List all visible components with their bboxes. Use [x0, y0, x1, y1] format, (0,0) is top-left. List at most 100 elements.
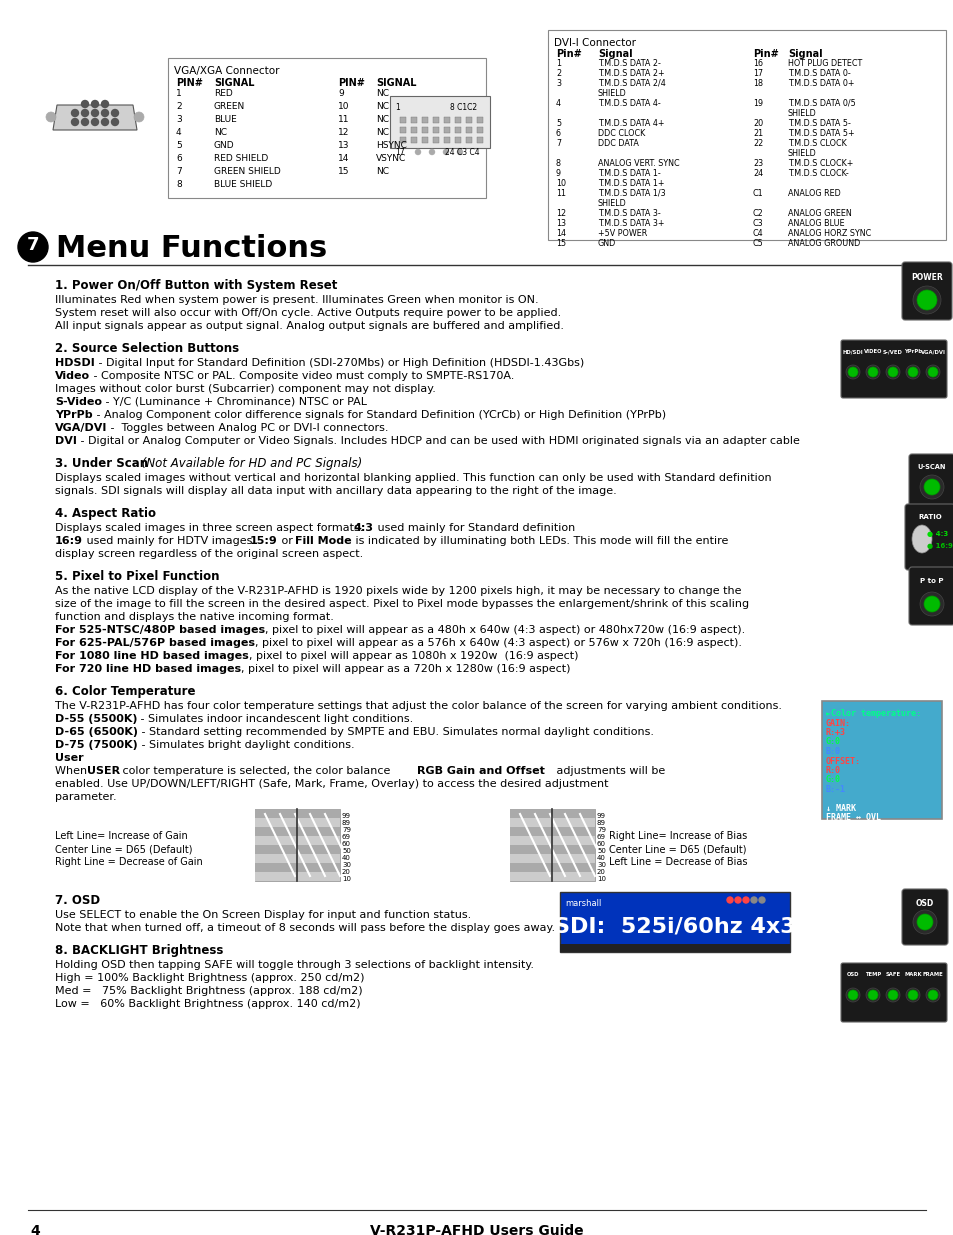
Text: 5. Pixel to Pixel Function: 5. Pixel to Pixel Function: [55, 571, 219, 583]
Bar: [254, 827, 339, 836]
Text: 15:9: 15:9: [250, 536, 277, 546]
Text: T.M.D.S CLOCK: T.M.D.S CLOCK: [787, 140, 846, 148]
Bar: [254, 809, 339, 818]
Bar: [476, 137, 482, 143]
Circle shape: [912, 910, 936, 934]
Circle shape: [847, 367, 857, 377]
FancyBboxPatch shape: [908, 567, 953, 625]
Text: FRAME: FRAME: [922, 972, 943, 977]
Text: 20: 20: [597, 869, 605, 876]
Text: 4. Aspect Ratio: 4. Aspect Ratio: [55, 508, 156, 520]
Bar: [476, 127, 482, 133]
Text: 10: 10: [341, 876, 351, 882]
Text: OSD: OSD: [915, 899, 933, 908]
Text: HOT PLUG DETECT: HOT PLUG DETECT: [787, 59, 862, 68]
Text: B:0: B:0: [825, 747, 841, 756]
Text: 89: 89: [597, 820, 605, 826]
Circle shape: [101, 119, 109, 126]
Text: , pixel to pixel will appear as a 576h x 640w (4:3 aspect) or 576w x 720h (16:9 : , pixel to pixel will appear as a 576h x…: [254, 638, 741, 648]
Bar: [390, 96, 490, 148]
Bar: [510, 827, 595, 836]
Circle shape: [867, 367, 877, 377]
Text: 10: 10: [556, 179, 565, 188]
Text: BLUE: BLUE: [213, 115, 236, 124]
Bar: [254, 818, 339, 827]
Bar: [254, 872, 339, 881]
Text: signals. SDI signals will display all data input with ancillary data appearing t: signals. SDI signals will display all da…: [55, 487, 616, 496]
Text: VGA/DVI: VGA/DVI: [920, 350, 944, 354]
Text: NC: NC: [375, 115, 389, 124]
Text: S-Video: S-Video: [55, 396, 102, 408]
Text: ►Color temperature:: ►Color temperature:: [825, 709, 920, 718]
Text: HSYNC: HSYNC: [375, 141, 406, 149]
Text: 60: 60: [597, 841, 605, 847]
Text: 24 C3 C4: 24 C3 C4: [444, 148, 479, 157]
Text: (Not Available for HD and PC Signals): (Not Available for HD and PC Signals): [138, 457, 362, 471]
Text: T.M.D.S DATA 0-: T.M.D.S DATA 0-: [787, 69, 850, 78]
Text: T.M.D.S DATA 0+: T.M.D.S DATA 0+: [787, 79, 854, 88]
Text: DDC CLOCK: DDC CLOCK: [598, 128, 644, 138]
Text: - Composite NTSC or PAL. Composite video must comply to SMPTE-RS170A.: - Composite NTSC or PAL. Composite video…: [90, 370, 514, 382]
Circle shape: [919, 592, 943, 616]
Text: 60: 60: [341, 841, 351, 847]
Bar: [399, 137, 406, 143]
Bar: [399, 117, 406, 124]
Bar: [510, 853, 595, 863]
Text: ANALOG GREEN: ANALOG GREEN: [787, 209, 851, 219]
Text: T.M.D.S DATA 4+: T.M.D.S DATA 4+: [598, 119, 664, 128]
Text: NC: NC: [213, 128, 227, 137]
Circle shape: [91, 119, 98, 126]
Text: YPrPb: YPrPb: [903, 350, 922, 354]
Text: 1: 1: [395, 103, 399, 112]
Bar: [433, 117, 438, 124]
Text: parameter.: parameter.: [55, 792, 116, 802]
Text: 3: 3: [175, 115, 182, 124]
Bar: [510, 809, 595, 881]
Text: G:0: G:0: [825, 737, 841, 746]
Text: is indicated by illuminating both LEDs. This mode will fill the entire: is indicated by illuminating both LEDs. …: [352, 536, 727, 546]
Bar: [510, 818, 595, 827]
Text: 15: 15: [556, 240, 565, 248]
Bar: [254, 836, 339, 845]
Text: 89: 89: [341, 820, 351, 826]
Circle shape: [867, 990, 877, 1000]
Text: 2. Source Selection Buttons: 2. Source Selection Buttons: [55, 342, 239, 354]
Text: RATIO: RATIO: [917, 514, 941, 520]
Circle shape: [726, 897, 732, 903]
Text: 2: 2: [175, 103, 181, 111]
Bar: [411, 117, 416, 124]
Text: 40: 40: [341, 855, 351, 861]
Text: Signal: Signal: [598, 49, 632, 59]
Text: 99: 99: [597, 813, 605, 819]
Text: GREEN: GREEN: [213, 103, 245, 111]
Text: 2: 2: [556, 69, 560, 78]
Text: used mainly for Standard definition: used mainly for Standard definition: [374, 522, 575, 534]
Text: 12: 12: [556, 209, 565, 219]
Text: T.M.D.S DATA 5-: T.M.D.S DATA 5-: [787, 119, 850, 128]
Circle shape: [927, 990, 937, 1000]
Text: 8: 8: [556, 159, 560, 168]
Bar: [254, 809, 339, 881]
Text: PIN#: PIN#: [337, 78, 364, 88]
Text: NC: NC: [375, 128, 389, 137]
Text: 13: 13: [337, 141, 349, 149]
Text: T.M.D.S DATA 0/5: T.M.D.S DATA 0/5: [787, 99, 855, 107]
Bar: [433, 127, 438, 133]
Text: Left Line= Increase of Gain: Left Line= Increase of Gain: [55, 831, 188, 841]
Text: 16: 16: [752, 59, 762, 68]
Text: 4:3: 4:3: [354, 522, 374, 534]
Text: T.M.D.S DATA 2-: T.M.D.S DATA 2-: [598, 59, 660, 68]
Text: color temperature is selected, the color balance: color temperature is selected, the color…: [119, 766, 394, 776]
Circle shape: [865, 988, 879, 1002]
Circle shape: [923, 597, 939, 613]
Text: SAFE: SAFE: [884, 972, 900, 977]
Bar: [476, 117, 482, 124]
Text: 20: 20: [752, 119, 762, 128]
Text: USER: USER: [87, 766, 120, 776]
Text: 69: 69: [597, 834, 605, 840]
Text: Displays scaled images without vertical and horizontal blanking applied. This fu: Displays scaled images without vertical …: [55, 473, 771, 483]
Ellipse shape: [911, 525, 931, 553]
Text: 79: 79: [341, 827, 351, 832]
Text: T.M.D.S DATA 4-: T.M.D.S DATA 4-: [598, 99, 660, 107]
Text: Med =   75% Backlight Brightness (approx. 188 cd/m2): Med = 75% Backlight Brightness (approx. …: [55, 986, 362, 995]
